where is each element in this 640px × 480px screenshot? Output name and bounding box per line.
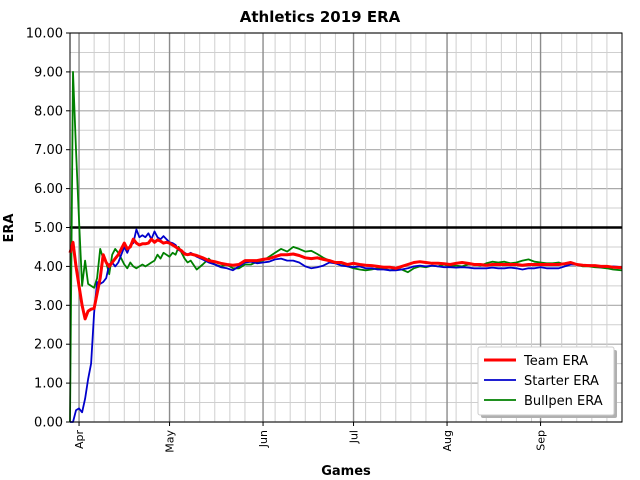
x-tick-label: Jun	[257, 430, 270, 448]
x-tick-label: Jul	[348, 430, 361, 444]
y-tick-label: 0.00	[34, 416, 63, 431]
x-tick-label: May	[164, 430, 177, 453]
x-tick-label: Sep	[535, 430, 548, 451]
series-lines	[68, 71, 623, 423]
bullpen-era-line	[69, 71, 623, 423]
legend-label: Bullpen ERA	[524, 394, 603, 409]
x-axis-label: Games	[321, 464, 371, 479]
y-tick-label: 10.00	[26, 27, 63, 42]
legend-label: Starter ERA	[524, 374, 599, 389]
y-tick-label: 9.00	[34, 65, 63, 80]
chart-title: Athletics 2019 ERA	[240, 8, 401, 26]
y-tick-label: 1.00	[34, 377, 63, 392]
x-tick-label: Apr	[73, 430, 86, 450]
x-axis-ticks: Apr May Jun Jul Aug Sep	[73, 422, 548, 453]
y-axis-ticks: 0.00 1.00 2.00 3.00 4.00 5.00 6.00 7.00 8.00 9.00…	[26, 27, 70, 431]
y-axis-label: ERA	[2, 214, 17, 243]
legend-box	[477, 346, 615, 416]
y-tick-label: 8.00	[34, 104, 63, 119]
y-tick-label: 3.00	[34, 299, 63, 314]
y-tick-label: 4.00	[34, 260, 63, 275]
x-tick-label: Aug	[441, 430, 454, 451]
y-tick-label: 7.00	[34, 143, 63, 158]
legend: Team ERA Starter ERA Bullpen ERA	[477, 346, 617, 418]
team-era-line	[68, 237, 623, 321]
y-tick-label: 2.00	[34, 338, 63, 353]
starter-era-line	[70, 228, 623, 423]
y-tick-label: 5.00	[34, 221, 63, 236]
legend-label: Team ERA	[523, 354, 588, 369]
y-tick-label: 6.00	[34, 182, 63, 197]
